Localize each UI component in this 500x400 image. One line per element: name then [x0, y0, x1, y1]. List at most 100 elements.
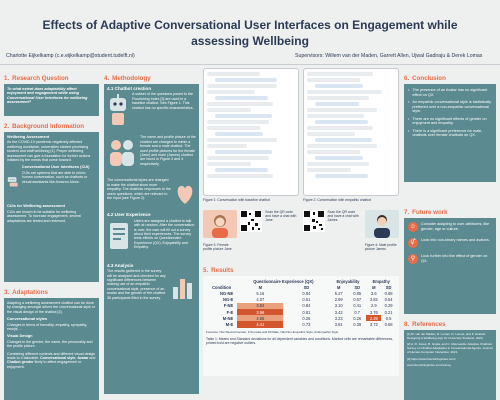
survey-icon — [110, 222, 128, 249]
vd-heading: Visual Design — [7, 333, 33, 339]
wa-text: As the COVID-19 pandemic negatively affe… — [7, 140, 91, 163]
list-item: • There is a significant preference for m… — [408, 128, 483, 138]
list-item: • There are no significant effects of gen… — [408, 116, 487, 126]
section-header-conclusion: 6. Conclusion — [404, 74, 446, 82]
vd-text: Changes in the gender, the name, the per… — [7, 339, 93, 349]
qr-code-icon[interactable] — [302, 210, 325, 232]
method-sub-3: 4.3 Analysis — [107, 262, 134, 268]
method-p4: Users are assigned a chatbot to talk wit… — [134, 218, 195, 250]
method-p2: The name and profile picture of the chat… — [140, 135, 196, 166]
column-3: Figure 1: Conversation with baseline cha… — [203, 68, 399, 376]
figure-3: Figure 3: Female profile picture Jane — [203, 210, 237, 262]
reference-3[interactable]: [3] https://www.flourishingindex.com/ — [407, 356, 456, 361]
background-box: Wellbeing Assessment As the COVID-19 pan… — [4, 132, 99, 282]
header-qx: Questionnaire Experience (QX) — [253, 278, 314, 284]
cuis-heading: CUIs for Wellbeing assessment — [7, 203, 65, 209]
table-1-caption: Table 1: Means and Standard deviations f… — [206, 336, 394, 345]
robot-icon — [110, 94, 126, 126]
column-1: 1. Research Question To what extent does… — [4, 72, 99, 400]
method-row-1: A subset of the questions posed to the F… — [107, 92, 196, 132]
cui-heading: Conversational User Interfaces (CUI) — [21, 164, 90, 170]
author: Charlotte Eijkelkamp (c.e.eijkelkamp@stu… — [6, 53, 135, 59]
list-item: ⚲ Look further into the effect of gender… — [408, 254, 492, 264]
list-item: ☺ Consider adapting to user-attributes, … — [408, 222, 490, 232]
figure-1: Figure 1: Conversation with baseline cha… — [203, 68, 299, 208]
section-header-adaptations: 3. Adaptations — [4, 288, 48, 296]
method-sub-2: 4.2 User Experience — [107, 212, 151, 218]
table-row: NG-NE 5.16 0.84 5.27 0.85 3.6 0.68 — [220, 290, 393, 296]
male-avatar-image — [364, 210, 399, 238]
future-work-box: ☺ Consider adapting to user-attributes, … — [404, 218, 496, 314]
table-row: NG-E 4.07 0.61 2.99 0.57 3.82 0.54 — [223, 297, 393, 303]
column-4: 6. Conclusion • The presence of an Avatar… — [404, 72, 496, 400]
cuis-text: CUIs are known to be suitable for wellbe… — [7, 209, 82, 223]
figure-avatars-row: Figure 3: Female profile picture Jane Sc… — [203, 210, 399, 262]
figure-2: Figure 2: Conversation with empathic cha… — [303, 68, 399, 208]
header-empathy: Empathy — [372, 278, 390, 284]
rq-box: To what extent does adaptability affect … — [4, 84, 99, 116]
cui-row: Conversational User Interfaces (CUI) CUI… — [7, 165, 96, 201]
supervisors: Supervisors: Willem van der Maden, Garre… — [295, 53, 483, 59]
poster-title: Effects of Adaptive Conversational User … — [0, 0, 500, 50]
header-enjoyability: Enjoyability — [336, 278, 360, 284]
chat-bubbles-icon — [7, 177, 18, 187]
section-header-methodology: 4. Methodology — [104, 74, 151, 82]
section-header-background: 2. Background Information — [4, 122, 85, 130]
person-icon: ☺ — [408, 222, 418, 232]
header-divider — [0, 64, 500, 65]
adaptations-box: Adapting a wellbeing assessment chatbot … — [4, 298, 99, 400]
title-line-1: Effects of Adaptive Conversational User … — [42, 18, 458, 32]
table-row: F-E 3.96 0.81 3.42 0.7 3.76 0.21 — [226, 308, 393, 316]
references-box: [1] M. van der Maden, E. Lomas, D. Lomas… — [404, 330, 496, 400]
wa-heading: Wellbeing Assessment — [7, 134, 50, 139]
table-row: M-E 4.41 0.73 3.81 0.39 3.72 0.68 — [225, 321, 393, 328]
figure-4-caption: Figure 4: Male profile picture James — [364, 243, 397, 251]
header-condition: Condition — [212, 284, 232, 290]
results-panel: Questionnaire Experience (QX) Enjoyabili… — [203, 276, 399, 376]
cs-heading: Conversational styles — [7, 316, 48, 322]
figure-phones: Figure 1: Conversation with baseline cha… — [203, 68, 399, 208]
figure-4: Figure 4: Male profile picture James — [364, 210, 399, 262]
qr-jane[interactable] — [240, 210, 263, 262]
method-row-4: Users are assigned a chatbot to talk wit… — [107, 219, 196, 259]
non-binary-icon: ⚥ — [408, 238, 418, 248]
method-row-2: The name and profile picture of the chat… — [107, 135, 196, 175]
list-item: ⚥ Look into non-binary names and avatars… — [408, 238, 492, 248]
qr-jane-caption: Scan the QR code and have a chat with Ja… — [265, 210, 297, 222]
author-bar: Charlotte Eijkelkamp (c.e.eijkelkamp@stu… — [0, 50, 500, 62]
reference-2: [2] A. R. Jones, B. Gupta, and C. Mavroe… — [407, 342, 493, 354]
method-p1: A subset of the questions posed to the F… — [132, 92, 194, 110]
method-sub-1: 4.1 Chatbot creation — [107, 86, 152, 91]
conclusion-box: • The presence of an Avatar has no signif… — [404, 84, 496, 182]
figure-2-caption: Figure 2: Conversation with empathic cha… — [303, 198, 372, 202]
table-row: F-NE 3.84 0.84 3.10 0.41 2.9 0.29 — [223, 302, 393, 309]
table-row: M-NE 4.65 0.26 3.23 0.26 2.39 0.5 — [222, 315, 392, 322]
section-header-future: 7. Future work — [404, 208, 448, 216]
figure-3-caption: Figure 3: Female profile picture Jane — [203, 243, 232, 251]
methodology-box: 4.1 Chatbot creation A subset of the que… — [104, 84, 199, 394]
method-row-3: The conversational styles are changed to… — [107, 178, 196, 208]
qr-james[interactable] — [302, 210, 325, 262]
list-item: • An empathic conversational style is sta… — [408, 100, 492, 113]
list-item: • The presence of an Avatar has no signif… — [408, 88, 488, 97]
adaptations-intro: Adapting a wellbeing assessment chatbot … — [7, 301, 95, 314]
chart-icon — [173, 279, 192, 300]
section-header-rq: 1. Research Question — [4, 74, 69, 82]
reference-4[interactable]: www.flourishingindex.com/survey — [407, 363, 452, 368]
qr-james-caption: Scan the QR code and have a chat with Ja… — [327, 210, 359, 222]
results-table: Questionnaire Experience (QX) Enjoyabili… — [206, 278, 396, 328]
qr-code-icon[interactable] — [240, 210, 263, 232]
female-avatar-image — [203, 210, 237, 238]
title-line-2: assessing Wellbeing — [191, 34, 309, 48]
method-row-5: The results gathered in the survey will … — [107, 269, 196, 303]
section-header-references: 8. References — [404, 320, 446, 328]
section-header-results: 5. Results — [203, 266, 234, 274]
method-p5: The results gathered in the survey will … — [107, 269, 166, 300]
reference-1: [1] M. van der Maden, E. Lomas, D. Lomas… — [407, 332, 487, 340]
cs-text: Changes in terms of formality, empathy, … — [7, 322, 88, 332]
method-p3: The conversational styles are changed to… — [107, 178, 171, 201]
baseline-chat-screenshot — [203, 68, 299, 196]
column-2: 4. Methodology 4.1 Chatbot creation A su… — [104, 72, 199, 394]
cui-text: CUIs are systems that are able to mimic … — [21, 170, 88, 184]
combo-text: Combining different contexts and differe… — [7, 351, 96, 369]
